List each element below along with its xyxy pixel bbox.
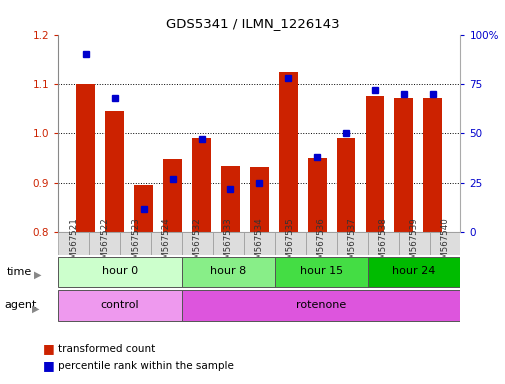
Bar (394, 98, 413, 232)
Text: GDS5341 / ILMN_1226143: GDS5341 / ILMN_1226143 (166, 17, 339, 30)
Bar (398, 232, 429, 255)
Bar (278, 72, 297, 232)
Text: agent: agent (5, 300, 37, 310)
Bar (249, 167, 268, 232)
Bar (120, 232, 150, 255)
Text: ▶: ▶ (32, 303, 39, 313)
Bar (274, 232, 305, 255)
Bar (182, 290, 460, 321)
Bar (274, 257, 367, 288)
Bar (305, 232, 336, 255)
Text: GSM567521: GSM567521 (69, 217, 78, 270)
Text: ■: ■ (43, 342, 55, 355)
Text: percentile rank within the sample: percentile rank within the sample (58, 361, 234, 371)
Text: GSM567534: GSM567534 (255, 217, 263, 270)
Bar (58, 232, 89, 255)
Bar (163, 159, 182, 232)
Text: GSM567538: GSM567538 (378, 217, 387, 270)
Bar (213, 232, 243, 255)
Bar (182, 232, 213, 255)
Text: GSM567535: GSM567535 (285, 217, 294, 270)
Text: hour 15: hour 15 (299, 266, 342, 276)
Bar (307, 158, 326, 232)
Bar (423, 98, 441, 232)
Bar (182, 257, 274, 288)
Text: GSM567523: GSM567523 (131, 217, 140, 270)
Bar (134, 185, 153, 232)
Bar (367, 257, 460, 288)
Text: time: time (7, 267, 32, 277)
Bar (58, 290, 182, 321)
Text: transformed count: transformed count (58, 344, 155, 354)
Bar (105, 111, 124, 232)
Text: GSM567532: GSM567532 (192, 217, 201, 270)
Bar (192, 138, 211, 232)
Bar (58, 257, 182, 288)
Bar (221, 166, 239, 232)
Text: GSM567537: GSM567537 (347, 217, 356, 270)
Text: hour 8: hour 8 (210, 266, 246, 276)
Text: hour 24: hour 24 (391, 266, 435, 276)
Text: hour 0: hour 0 (102, 266, 138, 276)
Bar (336, 138, 355, 232)
Text: GSM567540: GSM567540 (440, 217, 448, 270)
Text: ■: ■ (43, 359, 55, 372)
Text: rotenone: rotenone (295, 300, 345, 310)
Text: GSM567524: GSM567524 (162, 217, 171, 270)
Text: GSM567533: GSM567533 (223, 217, 232, 270)
Bar (336, 232, 367, 255)
Bar (89, 232, 120, 255)
Bar (367, 232, 398, 255)
Text: ▶: ▶ (34, 270, 42, 280)
Text: GSM567539: GSM567539 (409, 217, 418, 270)
Text: GSM567536: GSM567536 (316, 217, 325, 270)
Text: GSM567522: GSM567522 (100, 217, 109, 270)
Bar (243, 232, 274, 255)
Bar (365, 96, 384, 232)
Bar (150, 232, 182, 255)
Text: control: control (100, 300, 139, 310)
Bar (429, 232, 460, 255)
Bar (76, 84, 95, 232)
